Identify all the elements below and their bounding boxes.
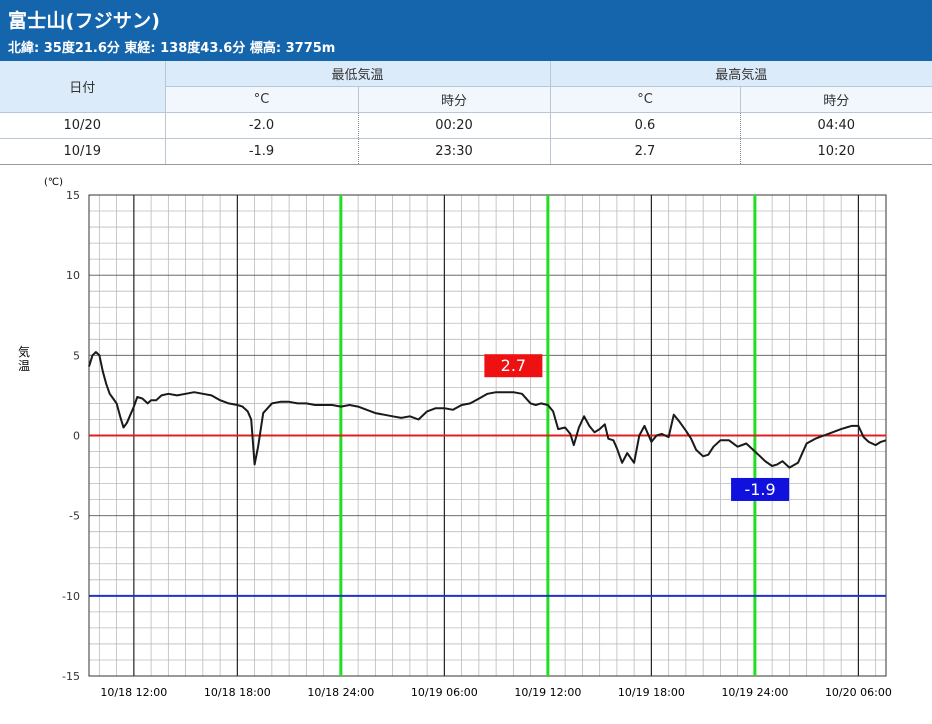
temperature-line-chart: 2.7 -1.9 (℃) 気温 15 10 5 0 -5 -10 -15 10/18 12:00…	[18, 177, 892, 699]
x-tick-label: 10/18 24:00	[307, 686, 374, 699]
y-tick-label: 10	[66, 269, 80, 282]
min-celsius-header: °C	[165, 86, 359, 113]
station-header: 富士山(フジサン) 北緯: 35度21.6分 東経: 138度43.6分 標高:…	[0, 0, 932, 61]
min-value-label-text: -1.9	[744, 480, 775, 499]
row-min-time: 00:20	[358, 112, 551, 139]
row-max-time: 10:20	[740, 138, 932, 165]
max-value-label-box	[484, 354, 543, 378]
date-header: 日付	[0, 61, 166, 113]
x-tick-label: 10/20 06:00	[825, 686, 892, 699]
x-tick-label: 10/19 12:00	[514, 686, 581, 699]
y-tick-label: -5	[69, 510, 80, 523]
min-time-header: 時分	[358, 86, 551, 113]
max-time-header: 時分	[740, 86, 932, 113]
y-tick-label: 0	[73, 430, 80, 443]
reference-lines	[89, 195, 886, 676]
y-axis-title: 気温	[18, 344, 30, 373]
table-row: 10/19 -1.9 23:30 2.7 10:20	[0, 138, 932, 165]
x-tick-label: 10/18 12:00	[100, 686, 167, 699]
max-value-label-text: 2.7	[501, 356, 526, 375]
y-tick-label: -15	[62, 670, 80, 683]
min-temp-header: 最低気温	[165, 61, 551, 87]
row-min-temp: -1.9	[165, 138, 359, 165]
station-coordinates: 北緯: 35度21.6分 東経: 138度43.6分 標高: 3775m	[8, 41, 336, 56]
x-tick-label: 10/19 06:00	[411, 686, 478, 699]
x-tick-label: 10/19 24:00	[721, 686, 788, 699]
row-max-temp: 0.6	[550, 112, 741, 139]
temperature-line	[88, 351, 887, 469]
y-tick-label: 5	[73, 349, 80, 362]
y-tick-label: 15	[66, 189, 80, 202]
table-row: 10/20 -2.0 00:20 0.6 04:40	[0, 112, 932, 139]
y-unit-label: (℃)	[44, 177, 63, 188]
min-value-label-box	[731, 477, 790, 501]
x-tick-label: 10/18 18:00	[204, 686, 271, 699]
y-tick-label: -10	[62, 590, 80, 603]
temperature-series	[88, 351, 887, 469]
row-date: 10/19	[0, 138, 166, 165]
station-name: 富士山(フジサン)	[8, 10, 161, 32]
y-axis-title-char: 温	[18, 359, 30, 373]
x-tick-label: 10/19 18:00	[618, 686, 685, 699]
row-max-time: 04:40	[740, 112, 932, 139]
row-min-temp: -2.0	[165, 112, 359, 139]
y-axis-title-char: 気	[18, 344, 30, 359]
chart-axes: (℃) 気温 15 10 5 0 -5 -10 -15 10/18 12:00 10/18 18…	[18, 177, 892, 699]
extreme-labels: 2.7 -1.9	[484, 354, 790, 501]
row-date: 10/20	[0, 112, 166, 139]
max-temp-header: 最高気温	[550, 61, 932, 87]
temperature-summary-table: 日付 最低気温 最高気温 °C 時分 °C 時分 10/20 -2.0 00:2…	[0, 61, 932, 165]
row-min-time: 23:30	[358, 138, 551, 165]
row-max-temp: 2.7	[550, 138, 741, 165]
max-celsius-header: °C	[550, 86, 741, 113]
